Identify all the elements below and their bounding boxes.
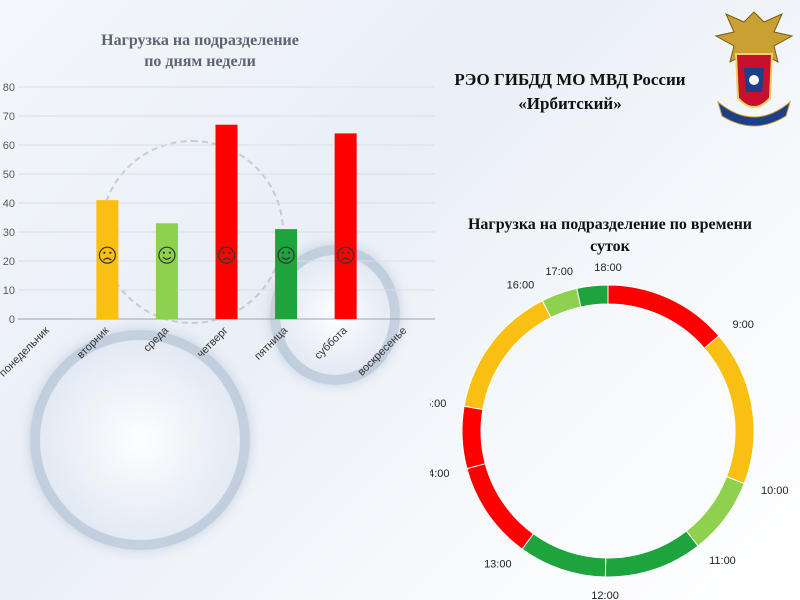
bar-вторник <box>96 200 119 319</box>
donut-slice-16:00 <box>463 299 552 411</box>
org-name-line2: «Ирбитский» <box>518 94 622 113</box>
x-tick-label-пятница: пятница <box>252 324 291 363</box>
x-tick-label-воскресенье: воскресенье <box>356 325 410 379</box>
donut-label-15:00: 15:00 <box>430 398 446 410</box>
donut-slice-9:00 <box>607 284 720 350</box>
bar-пятница <box>275 229 298 319</box>
x-tick-label-четверг: четверг <box>195 325 231 361</box>
bar-четверг <box>215 124 238 319</box>
y-tick-label-10: 10 <box>3 285 15 297</box>
x-tick-label-среда: среда <box>141 324 171 354</box>
donut-label-13:00: 13:00 <box>484 559 512 571</box>
bar-среда <box>155 223 178 319</box>
donut-slice-13:00 <box>521 533 607 578</box>
donut-chart-title-line2: суток <box>590 238 630 255</box>
y-tick-label-70: 70 <box>3 111 15 123</box>
donut-chart-title: Нагрузка на подразделение по времени сут… <box>430 214 790 258</box>
donut-slice-17:00 <box>541 287 582 319</box>
bar-chart-title-line1: Нагрузка на подразделение <box>101 32 299 49</box>
x-tick-label-понедельник: понедельник <box>0 325 52 380</box>
smiley-happy-icon <box>158 246 176 264</box>
donut-label-17:00: 17:00 <box>545 266 573 278</box>
donut-label-9:00: 9:00 <box>732 319 753 331</box>
bar-суббота <box>334 133 357 319</box>
y-tick-label-30: 30 <box>3 227 15 239</box>
bar-chart-title: Нагрузка на подразделение по дням недели <box>60 30 340 72</box>
y-tick-label-60: 60 <box>3 140 15 152</box>
x-tick-label-вторник: вторник <box>75 325 112 362</box>
smiley-sad-icon <box>217 246 236 264</box>
donut-chart-title-line1: Нагрузка на подразделение по времени <box>467 216 753 233</box>
org-name-line1: РЭО ГИБДД МО МВД России <box>454 70 686 89</box>
donut-label-18:00: 18:00 <box>594 262 622 274</box>
donut-label-16:00: 16:00 <box>507 280 535 292</box>
bar-chart: 0 10 20 30 40 50 60 70 80 понедельник вторник среда… <box>0 82 435 380</box>
donut-label-11:00: 11:00 <box>709 555 736 567</box>
y-tick-label-20: 20 <box>3 256 15 268</box>
org-name: РЭО ГИБДД МО МВД России «Ирбитский» <box>440 68 700 116</box>
bar-chart-title-line2: по дням недели <box>144 53 256 70</box>
donut-slice-12:00 <box>604 530 699 578</box>
donut-label-14:00: 14:00 <box>430 468 450 480</box>
smiley-sad-icon <box>337 246 355 264</box>
y-tick-label-0: 0 <box>9 314 15 326</box>
donut-slice-18:00 <box>576 284 609 308</box>
donut-slice-11:00 <box>685 476 745 547</box>
donut-slice-15:00 <box>461 405 486 470</box>
donut-slice-10:00 <box>703 335 755 485</box>
y-tick-label-50: 50 <box>3 169 15 181</box>
smiley-sad-icon <box>98 246 116 264</box>
y-tick-label-80: 80 <box>3 82 15 94</box>
donut-label-12:00: 12:00 <box>591 590 619 600</box>
donut-chart: 9:00 10:00 11:00 12:00 13:00 14:00 15:00 16:00 1… <box>430 262 789 600</box>
donut-slice-14:00 <box>466 463 535 550</box>
background-clock-large <box>30 330 250 550</box>
donut-label-10:00: 10:00 <box>761 485 789 497</box>
mvd-emblem-icon <box>714 11 794 127</box>
y-tick-label-40: 40 <box>3 198 15 210</box>
smiley-happy-icon <box>277 246 295 264</box>
x-tick-label-суббота: суббота <box>313 324 351 362</box>
